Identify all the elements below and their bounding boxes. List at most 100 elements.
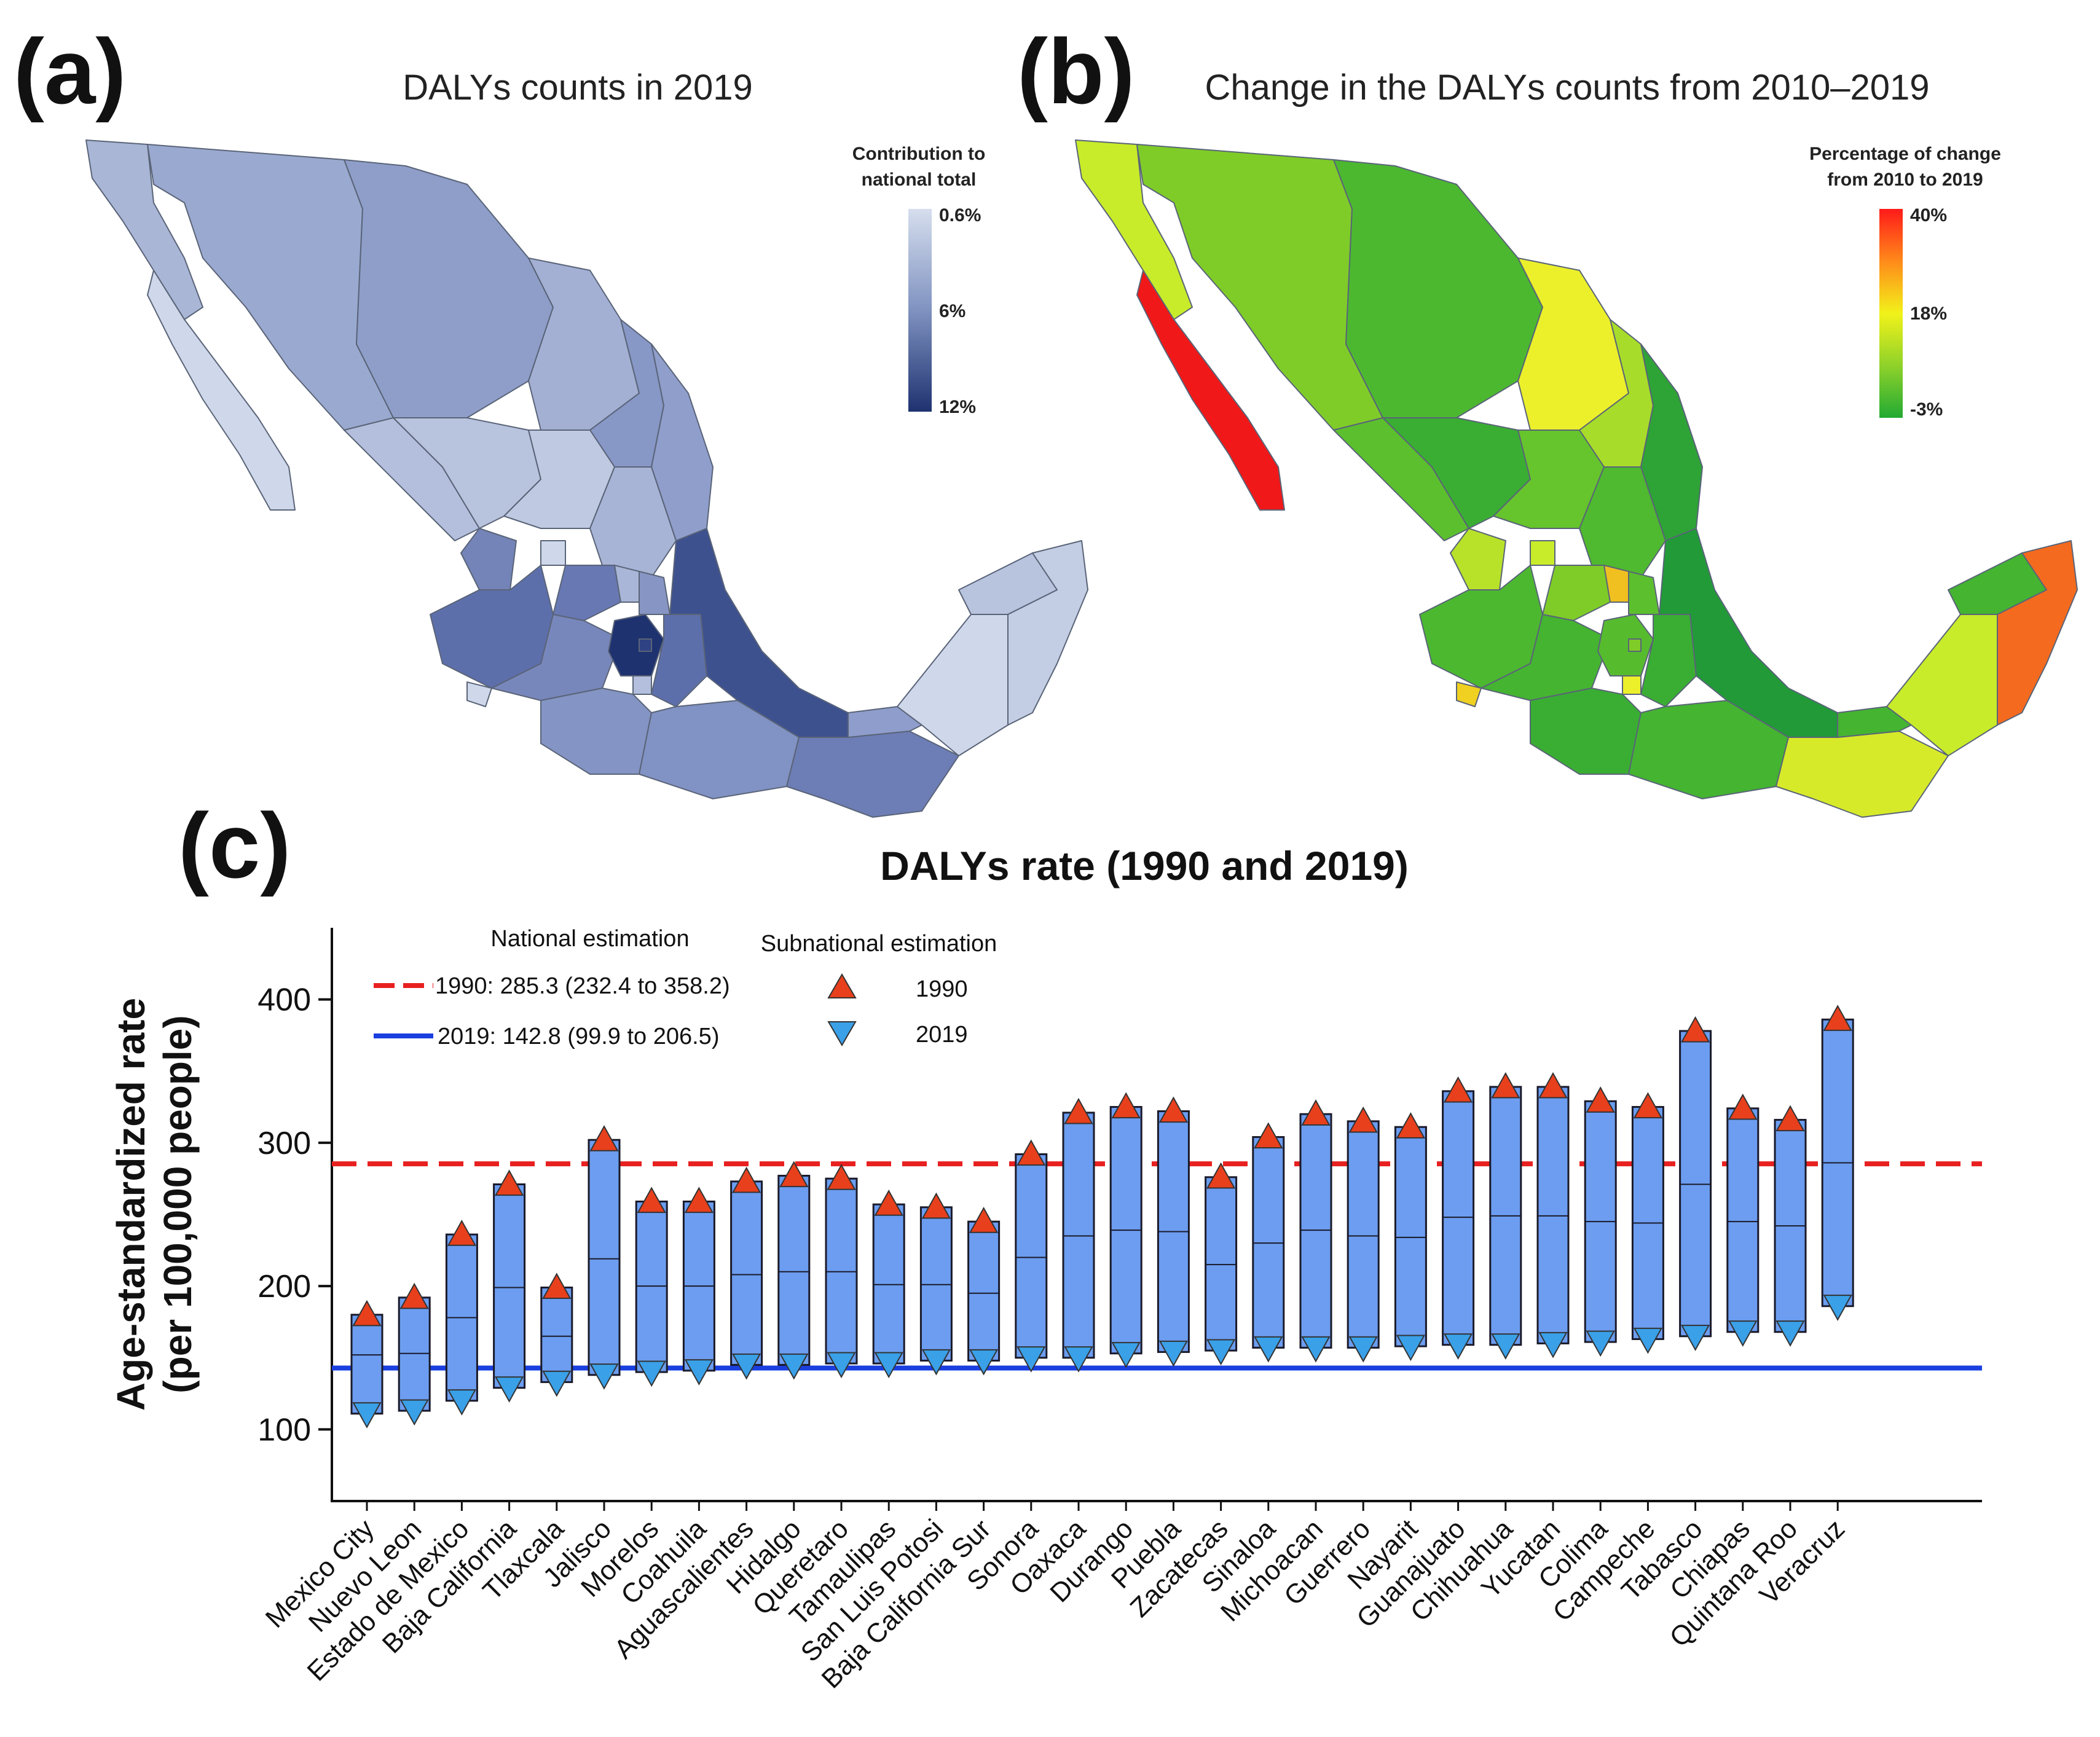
state-range-group <box>398 1282 431 1426</box>
legend-national-1990-label: 1990: 285.3 (232.4 to 358.2) <box>435 973 730 999</box>
legend-b-tick-mid: 18% <box>1910 304 1947 324</box>
marker-1990 <box>1491 1072 1520 1099</box>
marker-2019 <box>1680 1325 1710 1351</box>
map-a-baja-california <box>85 139 203 320</box>
map-a-quintana-roo <box>1007 540 1088 726</box>
marker-2019 <box>1348 1336 1378 1363</box>
map-a-estado-de-mexico <box>608 614 664 676</box>
legend-b-tick-high: 40% <box>1910 205 1947 225</box>
marker-1990 <box>1728 1093 1758 1120</box>
marker-1990 <box>1680 1016 1710 1043</box>
legend-a-tick-low: 0.6% <box>939 205 981 225</box>
map-b-quintana-roo <box>1997 540 2078 726</box>
legend-b-colorbar <box>1879 209 1903 418</box>
state-range-group <box>1205 1162 1238 1366</box>
state-range-bar <box>1679 1030 1712 1338</box>
state-range-bar <box>919 1206 953 1362</box>
marker-1990 <box>1254 1122 1283 1149</box>
map-b-puebla <box>1640 614 1697 707</box>
legend-national-header: National estimation <box>490 926 689 952</box>
panel-c-letter: (c) <box>178 794 291 897</box>
map-a-chiapas <box>786 731 959 818</box>
state-range-bar <box>777 1175 811 1366</box>
state-range-bar <box>635 1201 668 1373</box>
marker-1990 <box>1206 1162 1236 1189</box>
marker-1990 <box>1301 1099 1331 1126</box>
marker-1990 <box>1823 1005 1852 1031</box>
map-b-chihuahua <box>1333 159 1543 418</box>
state-range-bar <box>588 1139 621 1376</box>
state-range-bar <box>967 1220 1001 1362</box>
state-range-group <box>1679 1016 1712 1351</box>
marker-1990 <box>352 1300 382 1327</box>
marker-2019 <box>1064 1346 1093 1373</box>
marker-2019 <box>1301 1336 1331 1363</box>
map-a-guanajuato <box>553 565 621 621</box>
marker-1990 <box>684 1186 714 1214</box>
state-range-group <box>825 1164 858 1379</box>
map-a-morelos <box>632 675 652 695</box>
state-range-group <box>1299 1099 1332 1363</box>
state-range-group <box>1015 1139 1048 1373</box>
panel-c: (c) DALYs rate (1990 and 2019) Age-stand… <box>109 794 1982 1694</box>
marker-2019 <box>921 1349 951 1376</box>
marker-1990 <box>1586 1086 1615 1113</box>
panel-b-title: Change in the DALYs counts from 2010–201… <box>1205 68 1929 108</box>
marker-2019 <box>827 1352 856 1379</box>
map-b-morelos <box>1622 675 1642 695</box>
map-b-zacatecas <box>1493 429 1605 529</box>
state-range-group <box>350 1300 383 1429</box>
marker-1990 <box>494 1169 524 1196</box>
chart-title: DALYs rate (1990 and 2019) <box>880 843 1409 888</box>
state-range-group <box>1584 1086 1617 1357</box>
marker-2019 <box>779 1353 809 1380</box>
state-range-group <box>777 1161 811 1380</box>
state-range-bar <box>1252 1136 1285 1349</box>
map-b-estado-de-mexico <box>1597 614 1654 676</box>
legend-b-tick-low: -3% <box>1910 399 1943 420</box>
legend-a: Contribution to national total 0.6% 6% 1… <box>852 144 986 417</box>
marker-2019 <box>1111 1342 1141 1368</box>
marker-2019 <box>1823 1295 1852 1321</box>
marker-2019 <box>1017 1346 1046 1373</box>
map-a-mexico-city <box>639 638 652 652</box>
map-a-aguascalientes <box>540 540 566 566</box>
state-range-bar <box>1062 1112 1095 1359</box>
y-axis-label-line1: Age-standardized rate <box>109 998 153 1411</box>
marker-1990 <box>1776 1105 1805 1132</box>
marker-1990 <box>969 1207 999 1233</box>
marker-2019 <box>1538 1331 1568 1359</box>
state-range-group <box>1489 1072 1522 1360</box>
legend-subnational-2019-label: 2019 <box>916 1022 968 1048</box>
marker-2019 <box>1443 1333 1473 1360</box>
map-a-tabasco <box>847 706 922 738</box>
state-range-group <box>872 1190 905 1379</box>
marker-1990 <box>1538 1072 1568 1099</box>
marker-2019 <box>1728 1320 1758 1347</box>
panel-a-letter: (a) <box>14 20 126 123</box>
marker-1990 <box>1633 1092 1663 1119</box>
state-range-bar <box>398 1296 431 1412</box>
state-range-bar <box>540 1286 573 1383</box>
state-range-group <box>635 1186 668 1387</box>
state-range-group <box>919 1192 953 1376</box>
map-b-baja-california <box>1075 139 1193 320</box>
marker-2019 <box>1254 1336 1283 1363</box>
marker-1990 <box>1064 1097 1093 1124</box>
legend-subnational-1990-label: 1990 <box>916 976 968 1002</box>
marker-2019 <box>874 1352 903 1379</box>
marker-2019 <box>684 1359 714 1386</box>
panel-a-title: DALYs counts in 2019 <box>403 68 753 108</box>
state-range-bar <box>1347 1120 1380 1349</box>
map-a-colima <box>466 681 492 707</box>
state-range-bar <box>1299 1113 1332 1349</box>
map-a-coahuila <box>528 257 640 431</box>
legend-a-tick-mid: 6% <box>939 301 965 321</box>
state-range-group <box>445 1220 478 1416</box>
panel-b: (b) Change in the DALYs counts from 2010… <box>1017 20 2078 818</box>
state-range-bar <box>825 1177 858 1365</box>
mexico-map-a <box>85 139 1088 818</box>
state-range-group <box>1157 1096 1190 1367</box>
